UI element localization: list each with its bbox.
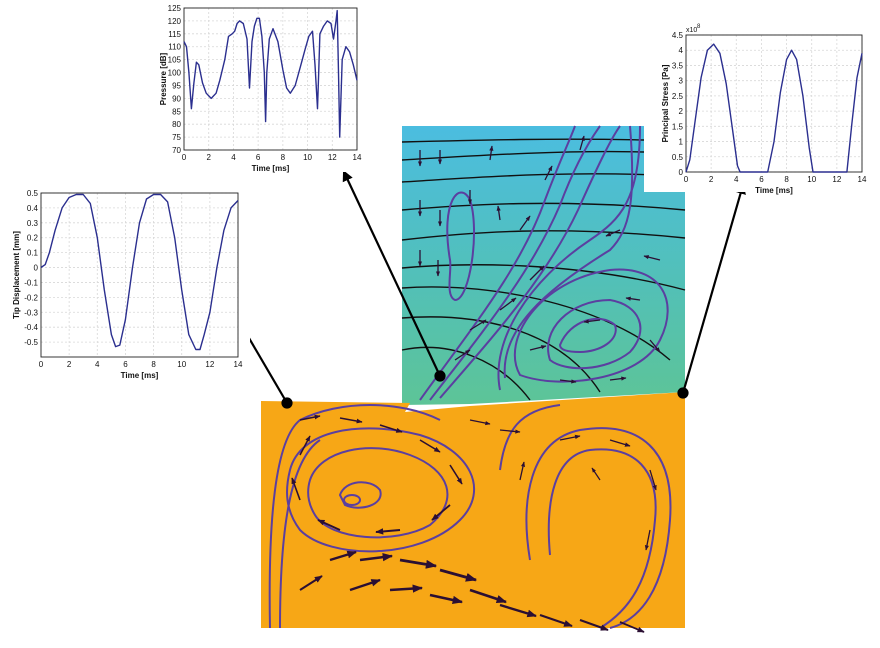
- x-tick-label: 8: [151, 360, 156, 369]
- y-tick-label: 80: [172, 120, 181, 129]
- x-tick-label: 0: [182, 153, 187, 162]
- y-tick-label: 115: [168, 30, 181, 39]
- x-tick-label: 12: [328, 153, 337, 162]
- y-tick-label: 110: [168, 43, 181, 52]
- y-tick-label: 1: [679, 138, 684, 147]
- x-tick-label: 12: [205, 360, 214, 369]
- chart-background: [0, 180, 250, 380]
- y-tick-label: 2: [679, 107, 684, 116]
- y-axis-label: Pressure [dB]: [159, 52, 168, 105]
- pointer-to-stress: [681, 182, 746, 394]
- vectors-lower: [291, 414, 657, 633]
- vectors-upper: [417, 135, 661, 384]
- y-tick-label: 100: [168, 69, 182, 78]
- y-tick-label: -0.2: [24, 293, 38, 302]
- series-line: [685, 43, 863, 173]
- y-tick-label: -0.1: [24, 278, 38, 287]
- y-tick-label: 85: [172, 107, 181, 116]
- series-line: [183, 9, 358, 138]
- y-tick-label: 105: [168, 56, 182, 65]
- x-tick-label: 6: [759, 175, 764, 184]
- x-tick-label: 14: [858, 175, 867, 184]
- x-tick-label: 4: [231, 153, 236, 162]
- y-tick-label: 0.3: [27, 219, 39, 228]
- x-tick-label: 8: [281, 153, 286, 162]
- y-tick-label: 0.5: [672, 153, 684, 162]
- x-tick-label: 6: [256, 153, 261, 162]
- x-tick-label: 2: [67, 360, 72, 369]
- x-tick-label: 4: [734, 175, 739, 184]
- tip-displacement-chart: 0 2 4 6 8 10 12 14 -0.5 -0.4 -0.3 -0.2 -0.1 0 0.1 0.2 0.…: [0, 180, 250, 380]
- x-tick-label: 14: [353, 153, 362, 162]
- y-tick-label: 90: [172, 94, 181, 103]
- fluid-domain-upper: [401, 125, 686, 405]
- series-line: [40, 193, 239, 351]
- x-tick-label: 10: [303, 153, 312, 162]
- probe-point-pressure: [434, 370, 446, 382]
- y-tick-label: 3: [679, 77, 684, 86]
- y-tick-label: 95: [172, 81, 181, 90]
- plot-frame: [40, 192, 239, 358]
- x-tick-label: 0: [39, 360, 44, 369]
- x-tick-label: 0: [684, 175, 689, 184]
- streamlines-upper: [419, 125, 669, 401]
- x-tick-label: 8: [784, 175, 789, 184]
- y-tick-label: 2.5: [672, 92, 684, 101]
- y-tick-label: 0: [34, 264, 39, 273]
- y-axis-label: Tip Displacement [mm]: [12, 231, 21, 319]
- x-tick-label: 4: [95, 360, 100, 369]
- y-tick-label: 0.1: [27, 249, 39, 258]
- x-axis-label: Time [ms]: [755, 186, 793, 195]
- y-tick-label: 4: [679, 46, 684, 55]
- x-axis-label: Time [ms]: [252, 164, 290, 173]
- exponent-label: x10: [686, 27, 697, 34]
- y-tick-label: 3.5: [672, 61, 684, 70]
- x-tick-label: 6: [123, 360, 128, 369]
- y-tick-label: 120: [168, 17, 182, 26]
- x-tick-label: 10: [177, 360, 186, 369]
- isolines-upper: [401, 138, 686, 401]
- streamlines-lower: [268, 404, 672, 629]
- y-tick-label: 70: [172, 146, 181, 155]
- plot-frame: [685, 34, 863, 173]
- x-tick-label: 2: [206, 153, 211, 162]
- x-tick-label: 10: [807, 175, 816, 184]
- exponent-value: 8: [697, 24, 701, 30]
- probe-point-displacement: [281, 397, 293, 409]
- probe-point-stress: [677, 387, 689, 399]
- y-tick-label: 1.5: [672, 122, 684, 131]
- y-tick-label: -0.4: [24, 323, 38, 332]
- y-tick-label: 0: [679, 168, 684, 177]
- pointer-arrows: [237, 170, 746, 409]
- x-axis-label: Time [ms]: [121, 371, 159, 380]
- pressure-chart: 0 2 4 6 8 10 12 14 70 75 80 85 90 95 100 105 110 115 120 12…: [155, 2, 367, 173]
- y-tick-label: -0.5: [24, 338, 38, 347]
- principal-stress-chart: 0 2 4 6 8 10 12 14 0 0.5 1 1.5 2 2.5 3 3.5 4 4.5 Time [ms]…: [644, 22, 880, 195]
- y-tick-label: 75: [172, 133, 181, 142]
- y-tick-label: -0.3: [24, 308, 38, 317]
- y-axis-label: Principal Stress [Pa]: [661, 64, 670, 142]
- x-tick-label: 14: [234, 360, 243, 369]
- y-tick-label: 0.2: [27, 234, 39, 243]
- y-tick-label: 125: [168, 4, 182, 13]
- y-tick-label: 0.4: [27, 204, 39, 213]
- x-tick-label: 12: [832, 175, 841, 184]
- y-tick-label: 4.5: [672, 31, 684, 40]
- x-tick-label: 2: [709, 175, 714, 184]
- pointer-to-pressure: [342, 170, 441, 377]
- fluid-domain-lower: [261, 392, 685, 633]
- y-tick-label: 0.5: [27, 189, 39, 198]
